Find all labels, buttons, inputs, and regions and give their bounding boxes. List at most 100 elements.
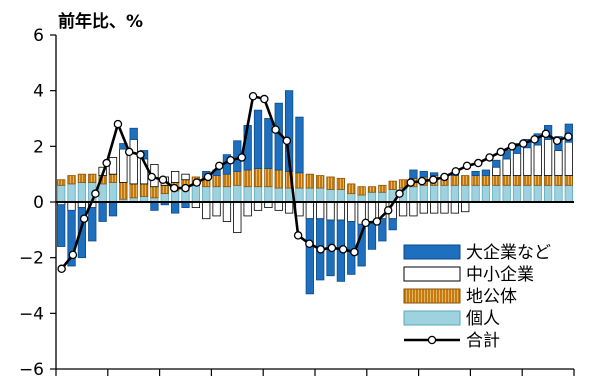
bar-local_gov (243, 169, 252, 188)
bar-local_gov (367, 186, 377, 193)
bar-sme (347, 201, 356, 222)
bar-local_gov (502, 175, 511, 186)
bar-individual (191, 184, 200, 203)
bar-local_gov (264, 168, 273, 188)
bar-individual (357, 194, 366, 203)
bar-local_gov (233, 170, 242, 186)
total-point (417, 176, 427, 186)
bar-local_gov (523, 175, 532, 186)
bar-individual (326, 189, 335, 203)
bar-individual (409, 186, 418, 203)
total-line-layer (57, 91, 573, 274)
bar-individual (367, 191, 377, 203)
bar-local_gov (481, 175, 491, 186)
bar-individual (533, 184, 542, 203)
bar-local_gov (450, 175, 459, 186)
bar-individual (212, 186, 221, 203)
total-point (350, 247, 359, 257)
total-point (293, 231, 303, 240)
bar-local_gov (471, 175, 480, 186)
bar-local_gov (512, 175, 522, 186)
total-point (113, 119, 123, 129)
total-point (406, 178, 415, 187)
legend-swatch-sme (403, 266, 461, 282)
total-point (68, 250, 78, 260)
bar-sme (284, 201, 294, 214)
bar-individual (502, 184, 511, 203)
legend-label-total: 合計 (466, 331, 500, 351)
bar-individual (419, 184, 428, 203)
total-point (192, 178, 202, 187)
bar-local_gov (357, 186, 366, 196)
bar-sme (564, 141, 573, 176)
bar-local_gov (295, 172, 304, 189)
bar-sme (243, 201, 252, 217)
bar-large (77, 207, 87, 259)
bar-large (57, 204, 66, 247)
bar-sme (512, 152, 522, 176)
bar-large (305, 218, 314, 295)
legend-label-individual: 個人 (466, 309, 500, 329)
bar-local_gov (492, 175, 501, 186)
bar-individual (243, 186, 252, 203)
bar-large (264, 118, 273, 169)
bar-large (419, 170, 428, 178)
total-point (260, 94, 269, 104)
bar-local_gov (57, 179, 66, 186)
total-point (361, 218, 370, 228)
total-point (158, 175, 168, 184)
legend-label-large: 大企業など (466, 243, 551, 263)
bar-sme (253, 201, 263, 211)
bar-individual (450, 184, 459, 203)
total-point (462, 161, 472, 171)
legend-swatch-local_gov (403, 288, 461, 304)
total-point (541, 129, 551, 139)
bar-layer (57, 90, 573, 295)
bar-individual (430, 184, 439, 203)
bar-large (481, 169, 491, 176)
bar-sme (233, 201, 242, 234)
bar-individual (274, 187, 283, 203)
bar-local_gov (212, 175, 221, 188)
bar-sme (461, 201, 470, 213)
bar-large (67, 209, 76, 267)
total-point (485, 153, 494, 162)
bar-individual (336, 189, 346, 203)
legend-swatch-large (403, 244, 461, 260)
y-tick-label: −4 (19, 304, 44, 324)
total-point (237, 153, 247, 162)
bar-individual (492, 184, 501, 203)
total-point (282, 136, 292, 146)
bar-local_gov (67, 175, 76, 185)
bar-sme (181, 173, 190, 181)
bar-large (253, 109, 263, 170)
legend-swatch-individual (403, 310, 461, 326)
bar-large (388, 218, 397, 231)
total-point (147, 172, 156, 182)
bar-individual (523, 184, 532, 203)
bar-individual (512, 184, 522, 203)
total-point (215, 161, 224, 171)
bar-sme (212, 201, 221, 217)
total-point (372, 217, 382, 226)
bar-large (171, 201, 180, 214)
total-point (226, 155, 235, 165)
bar-individual (461, 184, 470, 203)
bar-sme (129, 138, 138, 185)
total-point (451, 167, 461, 176)
total-point (519, 139, 528, 148)
total-point (136, 150, 145, 159)
bar-individual (347, 193, 356, 203)
bar-local_gov (336, 177, 346, 190)
total-point (496, 147, 506, 157)
bar-individual (564, 184, 573, 203)
bar-individual (440, 184, 449, 203)
bar-individual (378, 191, 387, 203)
bar-local_gov (222, 173, 232, 188)
bar-sme (274, 201, 283, 211)
bar-individual (233, 184, 242, 203)
bar-individual (202, 186, 211, 203)
bar-individual (57, 184, 66, 203)
bar-sme (492, 166, 501, 176)
